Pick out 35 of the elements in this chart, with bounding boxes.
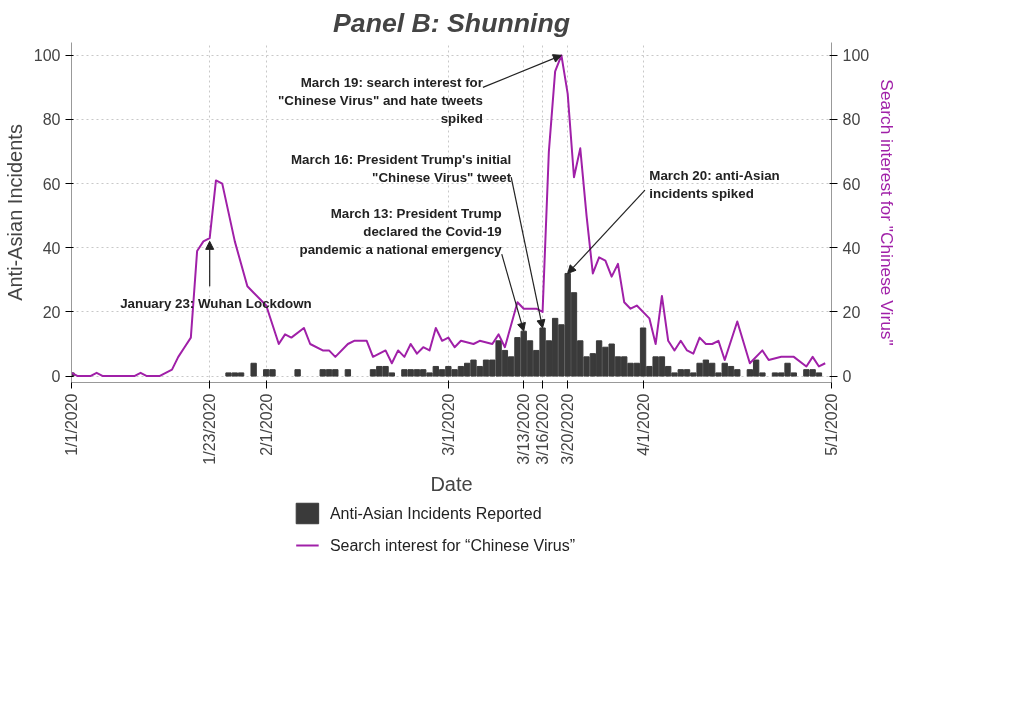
x-tick-label: 1/1/2020 [63, 393, 80, 456]
x-tick-label: 3/20/2020 [559, 393, 577, 465]
annotation: March 16: President Trump's initial "Chinese Virus" tweet [290, 151, 512, 185]
y2-tick-label: 0 [842, 368, 852, 386]
bar [344, 369, 352, 377]
y-tick-label: 0 [51, 368, 61, 386]
x-axis-title: Date [430, 472, 473, 495]
x-tick-label: 3/1/2020 [439, 393, 457, 456]
legend-label: Search interest for “Chinese Virus” [329, 537, 576, 554]
line-series [71, 54, 827, 378]
annotation: March 19: search interest for "Chinese Virus" and hate tweets spiked [277, 74, 483, 126]
legend-label: Anti-Asian Incidents Reported [329, 505, 542, 522]
y2-tick-label: 80 [842, 111, 861, 129]
y-tick-label: 80 [42, 111, 61, 129]
bar [294, 369, 301, 377]
x-tick-label: 1/23/2020 [201, 393, 219, 465]
y2-axis-title: Search interest for "Chinese Virus" [877, 79, 898, 346]
y-tick-label: 20 [42, 303, 61, 321]
y2-tick-label: 20 [842, 303, 861, 321]
y-axis-title: Anti-Asian Incidents [3, 124, 26, 301]
x-tick-label: 3/13/2020 [515, 393, 533, 465]
y2-tick-label: 100 [842, 47, 870, 65]
bar [250, 362, 257, 377]
y-tick-label: 60 [42, 175, 61, 193]
x-tick-label: 5/1/2020 [823, 393, 840, 456]
x-tick-label: 4/1/2020 [634, 393, 652, 456]
chart-title: Panel B: Shunning [333, 7, 570, 38]
y-tick-label: 40 [42, 239, 61, 257]
y2-tick-label: 40 [842, 239, 861, 257]
y-tick-label: 100 [33, 47, 61, 65]
annotation: March 13: President Trump declared the Covid-19 pandemic a national emergency [299, 206, 503, 258]
y2-tick-label: 60 [842, 175, 861, 193]
annotation: March 20: anti-Asian incidents spiked [649, 167, 780, 201]
x-tick-label: 2/1/2020 [257, 393, 275, 456]
x-tick-label: 3/16/2020 [534, 393, 552, 465]
